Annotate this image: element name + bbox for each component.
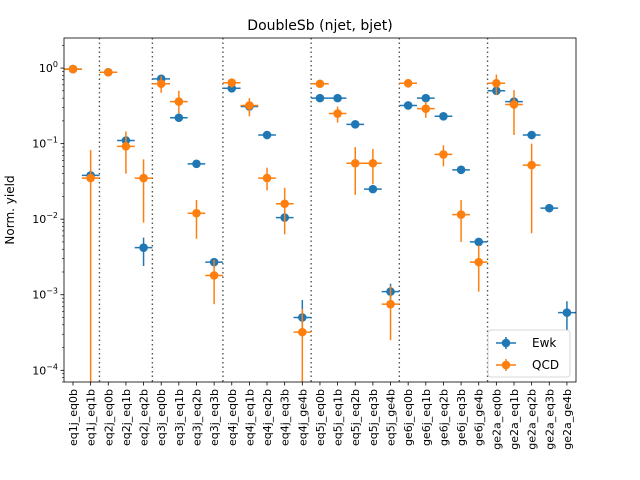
data-point xyxy=(156,79,166,89)
data-point xyxy=(527,160,536,170)
x-tick-label: eq2j_eq0b xyxy=(102,389,115,446)
x-tick-label: eq3j_eq2b xyxy=(190,389,203,446)
x-tick-label: eq1j_eq0b xyxy=(67,389,80,446)
chart-title: DoubleSb (njet, bjet) xyxy=(247,18,392,34)
x-tick-label: ge6j_eq1b xyxy=(420,389,433,446)
data-point xyxy=(103,67,113,77)
x-tick-label: eq5j_eq1b xyxy=(332,389,345,446)
data-point xyxy=(192,159,201,169)
data-point xyxy=(421,93,431,103)
x-tick-label: ge2a_ge4b xyxy=(561,389,574,450)
y-axis-label: Norm. yield xyxy=(3,175,17,244)
data-point xyxy=(315,79,325,89)
x-tick-label: eq5j_eq2b xyxy=(349,389,362,446)
x-tick-label: ge2a_eq2b xyxy=(526,389,539,450)
legend-swatch-marker xyxy=(501,338,511,348)
data-point xyxy=(456,165,466,175)
data-point xyxy=(456,210,466,219)
legend: Ewk QCD xyxy=(487,329,571,378)
data-point xyxy=(544,203,554,213)
data-point xyxy=(262,130,272,140)
data-point xyxy=(439,150,448,159)
x-axis: eq1j_eq0b eq1j_eq1b eq2j_eq0b eq2j_eq1b eq2j… xyxy=(67,382,574,450)
x-tick-label: ge6j_eq0b xyxy=(402,389,415,446)
x-tick-label: eq4j_eq3b xyxy=(279,389,292,446)
data-point xyxy=(350,120,360,129)
x-tick-label: ge2a_eq3b xyxy=(543,389,556,450)
data-point xyxy=(139,173,148,183)
data-point xyxy=(474,257,484,267)
data-point xyxy=(68,64,78,74)
data-point xyxy=(403,78,413,88)
x-tick-label: ge2a_eq1b xyxy=(508,389,521,450)
plot-area xyxy=(64,64,576,382)
x-tick-label: ge6j_eq3b xyxy=(455,389,468,446)
legend-label: Ewk xyxy=(532,336,556,350)
x-tick-label: eq5j_ge4b xyxy=(385,389,398,446)
x-tick-label: eq3j_eq1b xyxy=(173,389,186,446)
data-point xyxy=(262,173,272,183)
data-point xyxy=(139,243,148,252)
data-point xyxy=(368,158,378,168)
data-point xyxy=(333,93,342,103)
data-point xyxy=(280,199,289,209)
x-tick-label: eq4j_eq0b xyxy=(226,389,239,446)
x-tick-label: eq1j_eq1b xyxy=(85,389,98,446)
x-tick-label: eq5j_eq0b xyxy=(314,389,327,446)
data-point xyxy=(386,299,395,309)
data-point xyxy=(492,78,501,88)
data-point xyxy=(509,100,519,109)
x-tick-label: ge6j_ge4b xyxy=(473,389,486,446)
data-point xyxy=(315,93,325,103)
data-point xyxy=(403,101,413,110)
data-point xyxy=(333,109,342,118)
x-tick-label: eq3j_eq3b xyxy=(208,389,221,446)
data-point xyxy=(298,327,307,337)
x-tick-label: eq3j_eq0b xyxy=(155,389,168,446)
legend-label: QCD xyxy=(532,358,559,372)
data-point xyxy=(474,237,484,247)
x-tick-label: eq4j_eq2b xyxy=(261,389,274,446)
data-point xyxy=(245,101,254,110)
data-point xyxy=(86,173,95,183)
data-point xyxy=(227,78,237,88)
data-point xyxy=(192,208,201,218)
data-point xyxy=(121,142,131,151)
series-layer xyxy=(64,64,576,382)
data-point xyxy=(174,97,184,106)
x-tick-label: ge2a_eq0b xyxy=(490,389,503,450)
data-point xyxy=(174,113,184,123)
x-tick-label: ge6j_eq2b xyxy=(437,389,450,446)
data-point xyxy=(209,271,219,280)
group-dividers xyxy=(98,38,489,382)
data-point xyxy=(368,184,378,194)
data-point xyxy=(439,111,448,121)
data-point xyxy=(350,158,360,168)
x-tick-label: eq5j_eq3b xyxy=(367,389,380,446)
legend-swatch-marker xyxy=(501,360,511,370)
x-tick-label: eq4j_ge4b xyxy=(296,389,309,446)
data-point xyxy=(421,104,431,113)
series-qcd xyxy=(64,64,541,382)
x-tick-label: eq2j_eq2b xyxy=(138,389,151,446)
data-point xyxy=(527,130,536,140)
x-tick-label: eq4j_eq1b xyxy=(243,389,256,446)
data-point xyxy=(562,308,572,317)
x-tick-label: eq2j_eq1b xyxy=(120,389,133,446)
